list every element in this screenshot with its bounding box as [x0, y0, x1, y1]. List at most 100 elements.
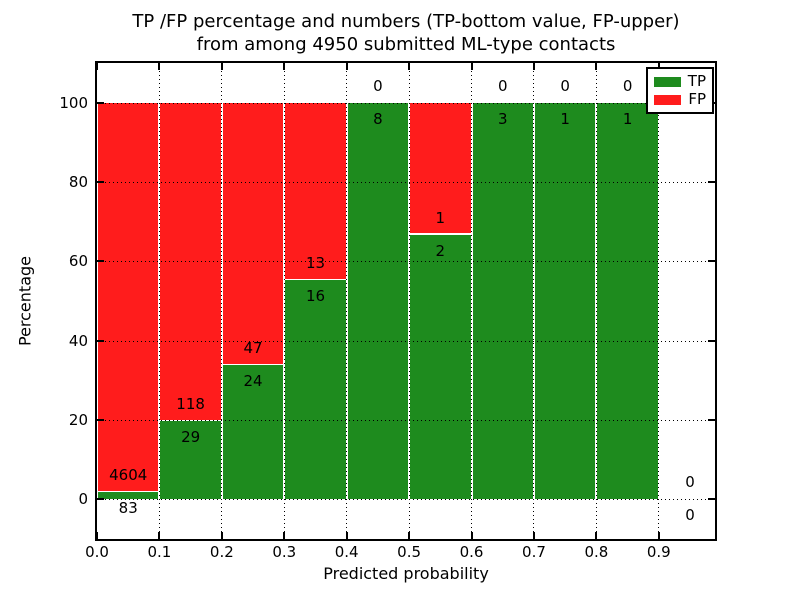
tp-count-label: 8: [373, 109, 383, 128]
ytick-right: [708, 339, 715, 342]
ytick-label-40: 40: [68, 331, 88, 350]
gridline-y-80: [97, 182, 715, 183]
ytick-right: [708, 419, 715, 421]
fp-count-label: 13: [305, 254, 326, 273]
legend: TP FP: [646, 67, 714, 114]
gridline-x-0.8: [595, 63, 597, 539]
bar-tp: [410, 234, 471, 500]
ytick-left: [97, 419, 104, 421]
tp-count-label: 1: [622, 109, 633, 128]
ytick-right: [708, 260, 715, 263]
bar-fp: [222, 102, 284, 364]
bar-tp: [98, 492, 159, 500]
legend-entry-tp: TP: [654, 74, 706, 89]
gridline-x-0.4: [346, 63, 348, 539]
xtick-label-0.2: 0.2: [209, 543, 234, 561]
xtick-bottom: [532, 532, 535, 539]
xtick-bottom: [408, 532, 411, 539]
bar-tp: [347, 102, 409, 500]
plot-area: 4604 83 118 29 47 24 13 16 0 8 1 2 0 3 0 1 0 1 0 0: [96, 63, 715, 539]
gridline-x-0.3: [283, 63, 285, 539]
x-axis-label: Predicted probability: [323, 564, 489, 583]
xtick-label-0.3: 0.3: [272, 543, 297, 561]
chart-title: TP /FP percentage and numbers (TP-bottom…: [97, 10, 715, 56]
ytick-label-0: 0: [78, 490, 88, 509]
xtick-top: [532, 63, 535, 70]
fp-color-swatch: [654, 94, 682, 105]
gridline-x-0.7: [533, 63, 535, 539]
fp-count-label: 4604: [109, 466, 148, 485]
bar-tp: [160, 421, 221, 500]
xtick-label-0.4: 0.4: [334, 543, 359, 561]
xtick-label-0.7: 0.7: [522, 543, 546, 561]
bar-tp: [472, 102, 533, 500]
bar-fp: [98, 102, 159, 491]
ytick-right: [708, 498, 715, 501]
gridline-x-0.6: [471, 63, 473, 539]
xtick-label-0.8: 0.8: [584, 543, 609, 561]
gridline-y-40: [97, 340, 715, 342]
tp-count-label: 3: [497, 109, 508, 128]
tp-count-label: 24: [243, 372, 263, 391]
bar-fp: [285, 102, 346, 279]
fp-count-label: 1: [435, 208, 446, 227]
xtick-bottom: [657, 532, 660, 539]
xtick-top: [657, 63, 660, 70]
xtick-label-0.6: 0.6: [459, 543, 484, 561]
tp-count-label: 83: [118, 499, 138, 518]
bar-fp: [160, 102, 221, 420]
ytick-left: [97, 101, 104, 104]
ytick-label-60: 60: [68, 252, 88, 271]
ytick-label-100: 100: [59, 93, 88, 112]
fp-count-label: 47: [243, 339, 263, 358]
xtick-bottom: [345, 532, 348, 539]
gridline-y-60: [97, 261, 715, 263]
tp-count-label: 2: [435, 241, 446, 260]
xtick-bottom: [96, 532, 98, 539]
xtick-label-0.0: 0.0: [85, 543, 109, 561]
gridline-x-0.2: [221, 63, 223, 539]
bar-tp: [222, 365, 284, 500]
fp-count-label: 0: [373, 76, 383, 95]
xtick-label-0.1: 0.1: [147, 543, 172, 561]
tp-count-label: 16: [305, 287, 326, 306]
gridline-x-0.1: [158, 63, 160, 539]
xtick-top: [158, 63, 161, 70]
xtick-top: [595, 63, 598, 70]
gridline-y-100: [97, 102, 715, 104]
xtick-bottom: [283, 532, 286, 539]
gridline-x-0.5: [408, 63, 410, 539]
legend-label-fp: FP: [688, 90, 706, 108]
xtick-top: [220, 63, 223, 70]
fp-count-label: 0: [622, 76, 633, 95]
fp-count-label: 118: [176, 395, 205, 414]
fp-count-label: 0: [685, 473, 695, 492]
gridline-x-0.9: [658, 63, 660, 539]
xtick-top: [283, 63, 286, 70]
tp-color-swatch: [654, 76, 681, 87]
xtick-top: [408, 63, 411, 70]
ytick-left: [97, 339, 104, 342]
gridline-y-20: [97, 420, 715, 421]
xtick-top: [96, 63, 98, 70]
xtick-label-0.5: 0.5: [397, 543, 422, 561]
xtick-bottom: [595, 532, 598, 539]
bar-tp: [534, 102, 596, 500]
xtick-top: [345, 63, 348, 70]
fp-count-label: 0: [497, 76, 508, 95]
gridline-y-0: [97, 499, 715, 501]
ytick-label-20: 20: [68, 411, 88, 429]
ytick-label-80: 80: [68, 173, 88, 191]
chart-title-line2: from among 4950 submitted ML-type contac…: [196, 34, 616, 55]
ytick-left: [97, 181, 104, 183]
bar-fp: [410, 102, 471, 234]
xtick-bottom: [470, 532, 473, 539]
xtick-bottom: [158, 532, 161, 539]
chart-title-line1: TP /FP percentage and numbers (TP-bottom…: [132, 11, 680, 32]
legend-label-tp: TP: [687, 72, 706, 90]
fp-count-label: 0: [560, 76, 570, 95]
legend-entry-fp: FP: [654, 92, 706, 107]
bar-tp: [597, 102, 658, 500]
tp-count-label: 1: [560, 109, 570, 128]
